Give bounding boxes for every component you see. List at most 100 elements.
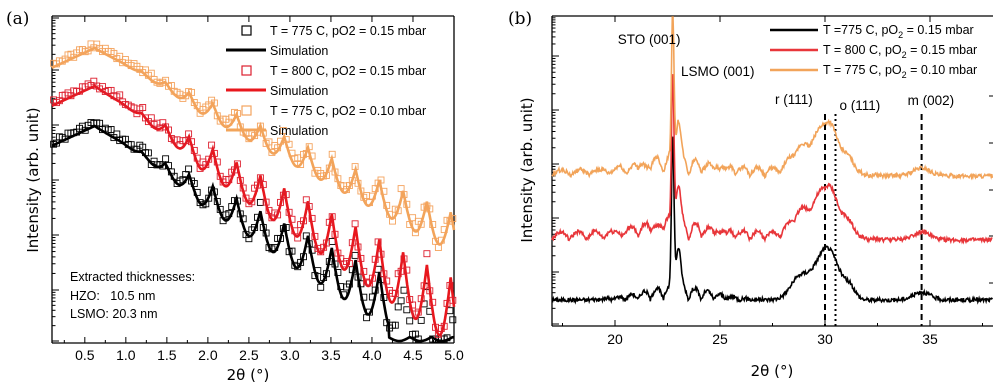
data-point-square: [193, 154, 201, 162]
data-point-square: [205, 194, 213, 202]
data-point-square: [354, 273, 362, 281]
legend-entry-text: T = 800 C, pO2 = 0.15 mbar: [270, 64, 426, 78]
panel-a-series: [50, 40, 457, 343]
data-point-square: [403, 306, 411, 314]
panel-b-peak-labels: STO (001) LSMO (001) r (111) o (111) m (002): [618, 32, 954, 113]
data-point-square: [170, 172, 178, 180]
data-point-square: [328, 150, 336, 158]
data-point-square: [254, 213, 261, 221]
data-point-square: [282, 191, 290, 199]
xrd-series-line-2: [551, 74, 993, 245]
data-point-square: [259, 181, 267, 189]
data-point-square: [147, 114, 155, 122]
data-point-square: [188, 138, 195, 146]
data-point-square: [437, 236, 445, 244]
data-point-square: [403, 200, 411, 208]
data-point-square: [440, 226, 448, 234]
legend-marker-square: [241, 65, 252, 76]
data-point-square: [414, 308, 422, 316]
peak-label: r (111): [775, 92, 813, 107]
panel-a-x-label: 2θ (°): [227, 366, 270, 384]
data-point-square: [213, 158, 221, 166]
data-point-square: [446, 282, 454, 289]
data-point-square: [449, 296, 457, 304]
data-point-square: [193, 188, 201, 196]
data-point-square: [331, 230, 339, 238]
data-point-square: [268, 148, 276, 156]
data-point-square: [210, 188, 218, 196]
panel-a-x-tick-label: 3.0: [280, 347, 300, 363]
data-point-square: [417, 220, 425, 228]
data-point-square: [368, 293, 376, 301]
data-point-square: [271, 244, 279, 251]
data-point-square: [423, 250, 431, 258]
data-point-square: [429, 298, 437, 306]
panel-a-x-tick-label: 1.0: [116, 347, 136, 363]
data-point-square: [394, 303, 402, 311]
data-point-square: [144, 149, 152, 157]
data-point-square: [391, 290, 399, 297]
legend-entry-text: T = 775 C, pO2 = 0.15 mbar: [270, 24, 426, 38]
data-point-square: [225, 176, 233, 184]
data-point-square: [251, 224, 259, 231]
data-point-square: [440, 322, 448, 330]
data-point-square: [190, 146, 198, 154]
data-point-square: [420, 282, 428, 290]
data-point-square: [311, 232, 319, 240]
data-point-square: [328, 238, 336, 245]
data-point-square: [274, 211, 282, 219]
data-point-square: [236, 176, 244, 184]
panel-b-x-tick-label: 30: [817, 331, 833, 347]
data-point-square: [368, 192, 376, 200]
data-point-square: [185, 130, 193, 138]
panel-b-label: (b): [508, 9, 532, 29]
data-point-square: [208, 141, 216, 149]
legend-entry-text: Simulation: [270, 84, 328, 98]
panel-a-x-tick-label: 4.0: [362, 347, 382, 363]
data-point-square: [302, 196, 310, 204]
data-point-square: [210, 149, 218, 157]
data-point-square: [317, 283, 325, 291]
data-point-square: [285, 140, 293, 148]
legend-entry-text: T =775 C, pO2 = 0.15 mbar: [823, 23, 974, 40]
data-point-square: [409, 301, 417, 309]
data-point-square: [288, 247, 296, 255]
xrd-series-line-3: [551, 16, 993, 181]
data-point-square: [434, 244, 442, 251]
data-point-square: [256, 174, 264, 182]
data-point-square: [185, 165, 193, 173]
data-point-square: [400, 191, 408, 199]
data-point-square: [357, 254, 365, 262]
data-point-square: [368, 274, 376, 282]
data-point-square: [162, 155, 170, 163]
data-point-square: [414, 335, 422, 343]
data-point-square: [305, 203, 313, 210]
panel-b-series: [551, 16, 993, 305]
panel-b-x-tick-label: 25: [712, 331, 728, 347]
data-point-square: [188, 88, 195, 96]
panel-a-y-label: Intensity (arb. unit): [24, 107, 42, 252]
data-point-square: [366, 199, 373, 207]
peak-label: STO (001): [618, 32, 681, 47]
data-point-square: [216, 205, 224, 213]
data-point-square: [426, 287, 434, 295]
data-point-square: [354, 179, 362, 187]
data-point-square: [165, 126, 172, 134]
legend-entry-text: T = 775 C, pO2 = 0.10 mbar: [823, 63, 977, 80]
data-point-square: [377, 176, 385, 184]
data-point-square: [391, 321, 399, 329]
panel-a-x-ticks: 0.5 1.0 1.5 2.0 2.5 3.0 3.5 4.0 4.5 5.0: [63, 16, 464, 363]
data-point-square: [411, 229, 419, 237]
data-point-square: [297, 161, 305, 168]
data-point-square: [277, 235, 284, 242]
data-point-square: [345, 259, 353, 267]
peak-label: o (111): [840, 98, 881, 113]
data-point-square: [282, 224, 290, 231]
data-point-square: [213, 198, 221, 205]
data-point-square: [302, 232, 310, 240]
data-point-square: [233, 197, 241, 205]
panel-a-y-ticks: [52, 17, 59, 342]
data-point-square: [328, 213, 336, 221]
data-point-square: [374, 238, 382, 246]
